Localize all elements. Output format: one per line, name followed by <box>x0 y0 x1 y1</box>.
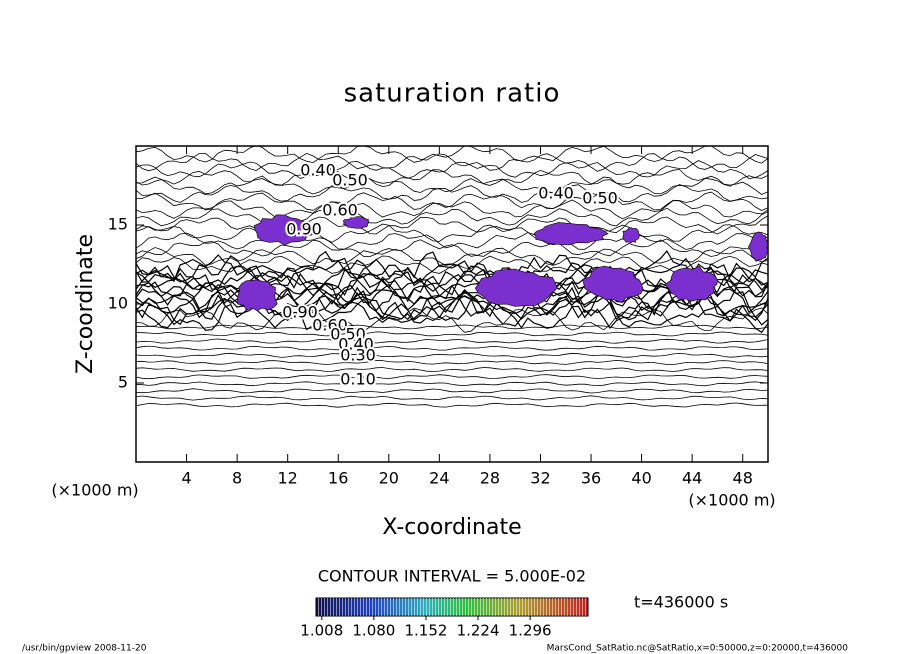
contour-line <box>136 239 768 258</box>
filled-regions <box>237 214 768 311</box>
contour-line <box>136 231 768 250</box>
x-tick-label: 44 <box>682 469 702 488</box>
filled-region <box>664 265 718 302</box>
filled-region <box>748 231 768 262</box>
contour-line <box>136 168 768 187</box>
contour-line <box>136 249 768 287</box>
x-tick-label: 32 <box>530 469 550 488</box>
contour-label: 0.90 <box>282 303 318 322</box>
x-tick-label: 28 <box>480 469 500 488</box>
contour-label: 0.30 <box>340 346 376 365</box>
filled-region <box>474 268 558 307</box>
footer-left: /usr/bin/gpview 2008-11-20 <box>22 644 147 654</box>
x-tick-label: 12 <box>278 469 298 488</box>
x-tick-label: 24 <box>429 469 449 488</box>
footer-right: MarsCond_SatRatio.nc@SatRatio,x=0:50000,… <box>547 644 849 654</box>
contour-line <box>136 191 768 211</box>
contour-line <box>136 338 768 344</box>
contour-label: 0.60 <box>312 316 348 335</box>
contour-line <box>136 324 768 330</box>
contour-label: 0.50 <box>332 171 368 190</box>
filled-region <box>582 265 644 303</box>
x-unit-label: (×1000 m) <box>688 491 775 510</box>
contour-label: 0.40 <box>538 184 574 203</box>
colorbar-tick-label: 1.008 <box>300 622 343 640</box>
filled-region <box>622 227 641 244</box>
contour-line <box>136 395 768 401</box>
filled-region <box>237 279 278 311</box>
contour-line <box>136 345 768 351</box>
contour-line <box>136 215 768 235</box>
contour-line <box>136 298 768 334</box>
x-tick-label: 4 <box>181 469 191 488</box>
y-tick-label: 10 <box>108 294 128 313</box>
contour-line <box>136 381 768 387</box>
filled-region <box>533 222 609 246</box>
contour-line <box>136 247 768 266</box>
contour-line <box>136 184 768 203</box>
contour-line <box>136 331 768 337</box>
filled-region <box>253 214 316 246</box>
contour-line <box>136 367 768 372</box>
time-label: t=436000 s <box>634 593 728 612</box>
contour-line <box>136 160 768 180</box>
y-tick-label: 5 <box>118 373 128 392</box>
contour-label: 0.40 <box>300 161 336 180</box>
contour-line <box>136 199 768 220</box>
x-tick-label: 8 <box>232 469 242 488</box>
contour-label: 0.20 <box>340 371 376 390</box>
contour-label: 0.10 <box>340 370 376 389</box>
x-tick-label: 36 <box>581 469 601 488</box>
x-axis-label: X-coordinate <box>382 515 521 540</box>
chart-title: saturation ratio <box>344 79 561 109</box>
contour-line <box>136 290 768 326</box>
contour-line <box>136 374 768 380</box>
contour-line <box>136 294 768 330</box>
contour-line <box>136 255 768 274</box>
contour-interval: CONTOUR INTERVAL = 5.000E-02 <box>318 567 586 586</box>
contour-line <box>136 359 768 365</box>
contour-label: 0.50 <box>330 325 366 344</box>
colorbar-tick-label: 1.296 <box>509 622 552 640</box>
contour-line <box>136 175 768 195</box>
contour-label: 0.40 <box>338 335 374 354</box>
x-unit-label: (×1000 m) <box>51 481 138 500</box>
x-tick-label: 48 <box>733 469 753 488</box>
contour-line <box>136 402 768 408</box>
contour-label: 0.60 <box>322 201 358 220</box>
contour-line <box>136 207 768 227</box>
colorbar-tick-label: 1.152 <box>404 622 447 640</box>
contour-lines <box>136 146 768 408</box>
filled-region <box>342 216 370 229</box>
contour-label: 0.90 <box>286 220 322 239</box>
contour-line <box>136 146 768 164</box>
y-tick-label: 15 <box>108 215 128 234</box>
colorbar-tick-label: 1.080 <box>352 622 395 640</box>
colorbar-stripes <box>316 598 588 616</box>
contour-line <box>136 388 768 394</box>
y-axis-label: Z-coordinate <box>73 234 98 374</box>
contour-line <box>136 267 768 302</box>
contour-line <box>136 352 768 358</box>
x-tick-label: 16 <box>328 469 348 488</box>
colorbar-tick-label: 1.224 <box>457 622 500 640</box>
contour-label: 0.50 <box>582 189 618 208</box>
x-tick-label: 40 <box>631 469 651 488</box>
contour-line <box>136 223 768 243</box>
x-tick-label: 20 <box>379 469 399 488</box>
